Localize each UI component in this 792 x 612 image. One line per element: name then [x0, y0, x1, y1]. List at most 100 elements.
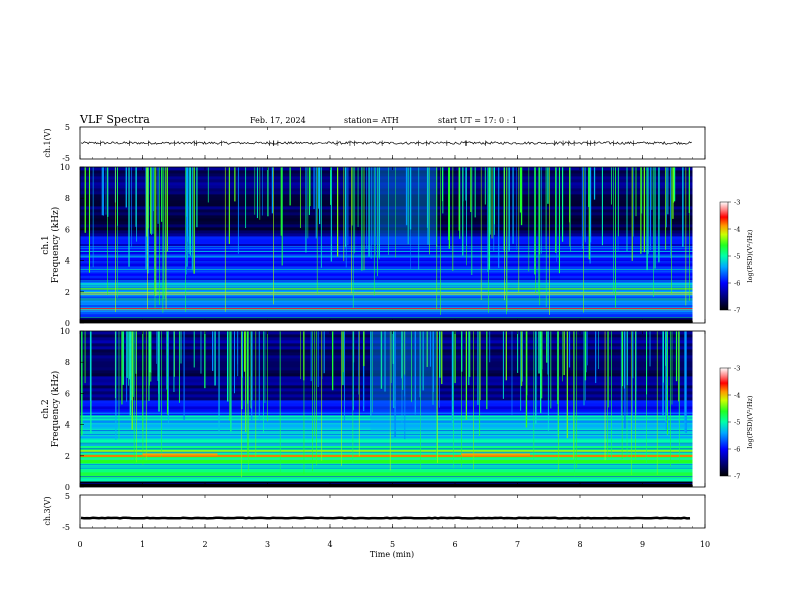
spectrogram-row	[80, 227, 693, 231]
spectrogram-row	[80, 376, 693, 380]
spectrogram-row	[80, 182, 693, 186]
ch1-waveform-line	[80, 141, 692, 145]
spectrogram-row	[80, 355, 693, 359]
spectrogram-row	[80, 394, 693, 398]
spectrogram-row	[80, 248, 693, 252]
spectrogram-row	[80, 293, 693, 297]
spectrogram-row	[80, 373, 693, 377]
spectrogram-nodata	[692, 331, 705, 487]
spectrogram-row	[80, 352, 693, 356]
spectrogram-band	[80, 287, 693, 290]
colorbar-tick-label: -3	[734, 199, 740, 207]
spectrogram-row	[80, 251, 693, 255]
freq-tick-label: 6	[65, 225, 70, 234]
spectrogram-row	[80, 379, 693, 383]
ch2-spectrogram-image	[80, 331, 705, 487]
spectrogram-band	[80, 409, 693, 412]
ch1-colorbar-ticks: -3 -4 -5 -6 -7	[728, 199, 740, 315]
spectrogram-row	[80, 424, 693, 428]
spectrogram-band	[80, 450, 693, 453]
spectrogram-row	[80, 400, 693, 404]
ch2-spectrogram-panel: 10 8 6 4 2 0 ch.2 Frequency (kHz)	[41, 327, 706, 492]
ch1-waveform-panel: 5 -5 ch.1(V)	[43, 123, 706, 163]
spectrogram-row	[80, 311, 693, 315]
ch3-ytick-bottom: -5	[62, 523, 70, 532]
spectrogram-row	[80, 254, 693, 258]
spectrogram-row	[80, 167, 693, 171]
spectrogram-row	[80, 257, 693, 261]
freq-tick-label: 10	[60, 327, 70, 336]
spectrogram-row	[80, 397, 693, 401]
time-tick-label: 7	[515, 540, 520, 549]
spectrogram-row	[80, 290, 693, 294]
ch2-freq-ylabel: Frequency (kHz)	[50, 371, 61, 448]
spectrogram-row	[80, 221, 693, 225]
spectrogram-row	[80, 418, 693, 422]
spectrogram-row	[80, 215, 693, 219]
spectrogram-floor	[80, 317, 693, 323]
freq-tick-label: 4	[65, 257, 70, 266]
spectrogram-row	[80, 197, 693, 201]
spectrogram-row	[80, 209, 693, 213]
colorbar-tick-label: -5	[734, 253, 740, 261]
spectrogram-row	[80, 403, 693, 407]
spectrogram-patch	[370, 331, 437, 433]
colorbar-tick-label: -7	[734, 307, 740, 315]
freq-tick-label: 4	[65, 421, 70, 430]
spectrogram-row	[80, 421, 693, 425]
spectrogram-row	[80, 343, 693, 347]
spectrogram-row	[80, 370, 693, 374]
spectrogram-row	[80, 278, 693, 282]
spectrogram-row	[80, 436, 693, 440]
time-tick-label: 4	[327, 540, 332, 549]
spectrogram-row	[80, 472, 693, 476]
freq-tick-label: 0	[65, 319, 70, 328]
freq-tick-label: 8	[65, 358, 70, 367]
spectrogram-band	[80, 454, 693, 457]
ch3-waveform-line	[80, 516, 691, 520]
spectrogram-row	[80, 242, 693, 246]
spectrogram-floor	[80, 481, 693, 487]
spectrogram-row	[80, 388, 693, 392]
ch1-channel-label: ch.1	[41, 235, 51, 254]
ch1-waveform-ylabel: ch.1(V)	[43, 128, 52, 157]
time-axis-ticks: 0 1 2 3 4 5 6 7 8 9 10	[77, 127, 710, 549]
colorbar-tick-label: -4	[734, 226, 740, 234]
spectrogram-row	[80, 314, 693, 318]
ch2-colorbar-label: log(PSD)(V²/Hz)	[746, 395, 754, 448]
spectrogram-row	[80, 224, 693, 228]
colorbar-tick-label: -6	[734, 280, 740, 288]
ch2-colorbar: -3 -4 -5 -6 -7 log(PSD)(V²/Hz)	[719, 365, 754, 481]
ch1-colorbar: -3 -4 -5 -6 -7 log(PSD)(V²/Hz)	[719, 199, 754, 315]
spectrogram-row	[80, 176, 693, 180]
spectrogram-row	[80, 218, 693, 222]
colorbar-tick-label: -7	[734, 473, 740, 481]
spectrogram-row	[80, 364, 693, 368]
ch1-spectrogram-image	[80, 167, 705, 323]
spectrogram-band	[80, 478, 693, 481]
spectrogram-row	[80, 385, 693, 389]
ch3-ytick-top: 5	[65, 492, 70, 501]
spectrogram-row	[80, 340, 693, 344]
colorbar-tick-label: -4	[734, 392, 740, 400]
spectrogram-band	[80, 307, 693, 311]
spectrogram-row	[80, 185, 693, 189]
spectrogram-row	[80, 382, 693, 386]
spectrogram-band	[80, 261, 693, 264]
time-axis-label: Time (min)	[370, 550, 414, 559]
ch1-ytick-top: 5	[65, 123, 70, 132]
station-label: station= ATH	[344, 116, 399, 125]
colorbar-tick-label: -6	[734, 446, 740, 454]
spectrogram-row	[80, 236, 693, 240]
spectrogram-row	[80, 448, 693, 452]
spectrogram-band	[80, 303, 693, 306]
spectrogram-band	[80, 442, 693, 445]
spectrogram-row	[80, 179, 693, 183]
freq-tick-label: 6	[65, 389, 70, 398]
ch3-waveform-frame	[79, 494, 706, 529]
spectrogram-row	[80, 334, 693, 338]
freq-tick-label: 10	[60, 163, 70, 172]
ch2-colorbar-gradient	[719, 367, 729, 477]
start-ut-label: start UT = 17: 0 : 1	[438, 116, 517, 125]
spectrogram-row	[80, 188, 693, 192]
